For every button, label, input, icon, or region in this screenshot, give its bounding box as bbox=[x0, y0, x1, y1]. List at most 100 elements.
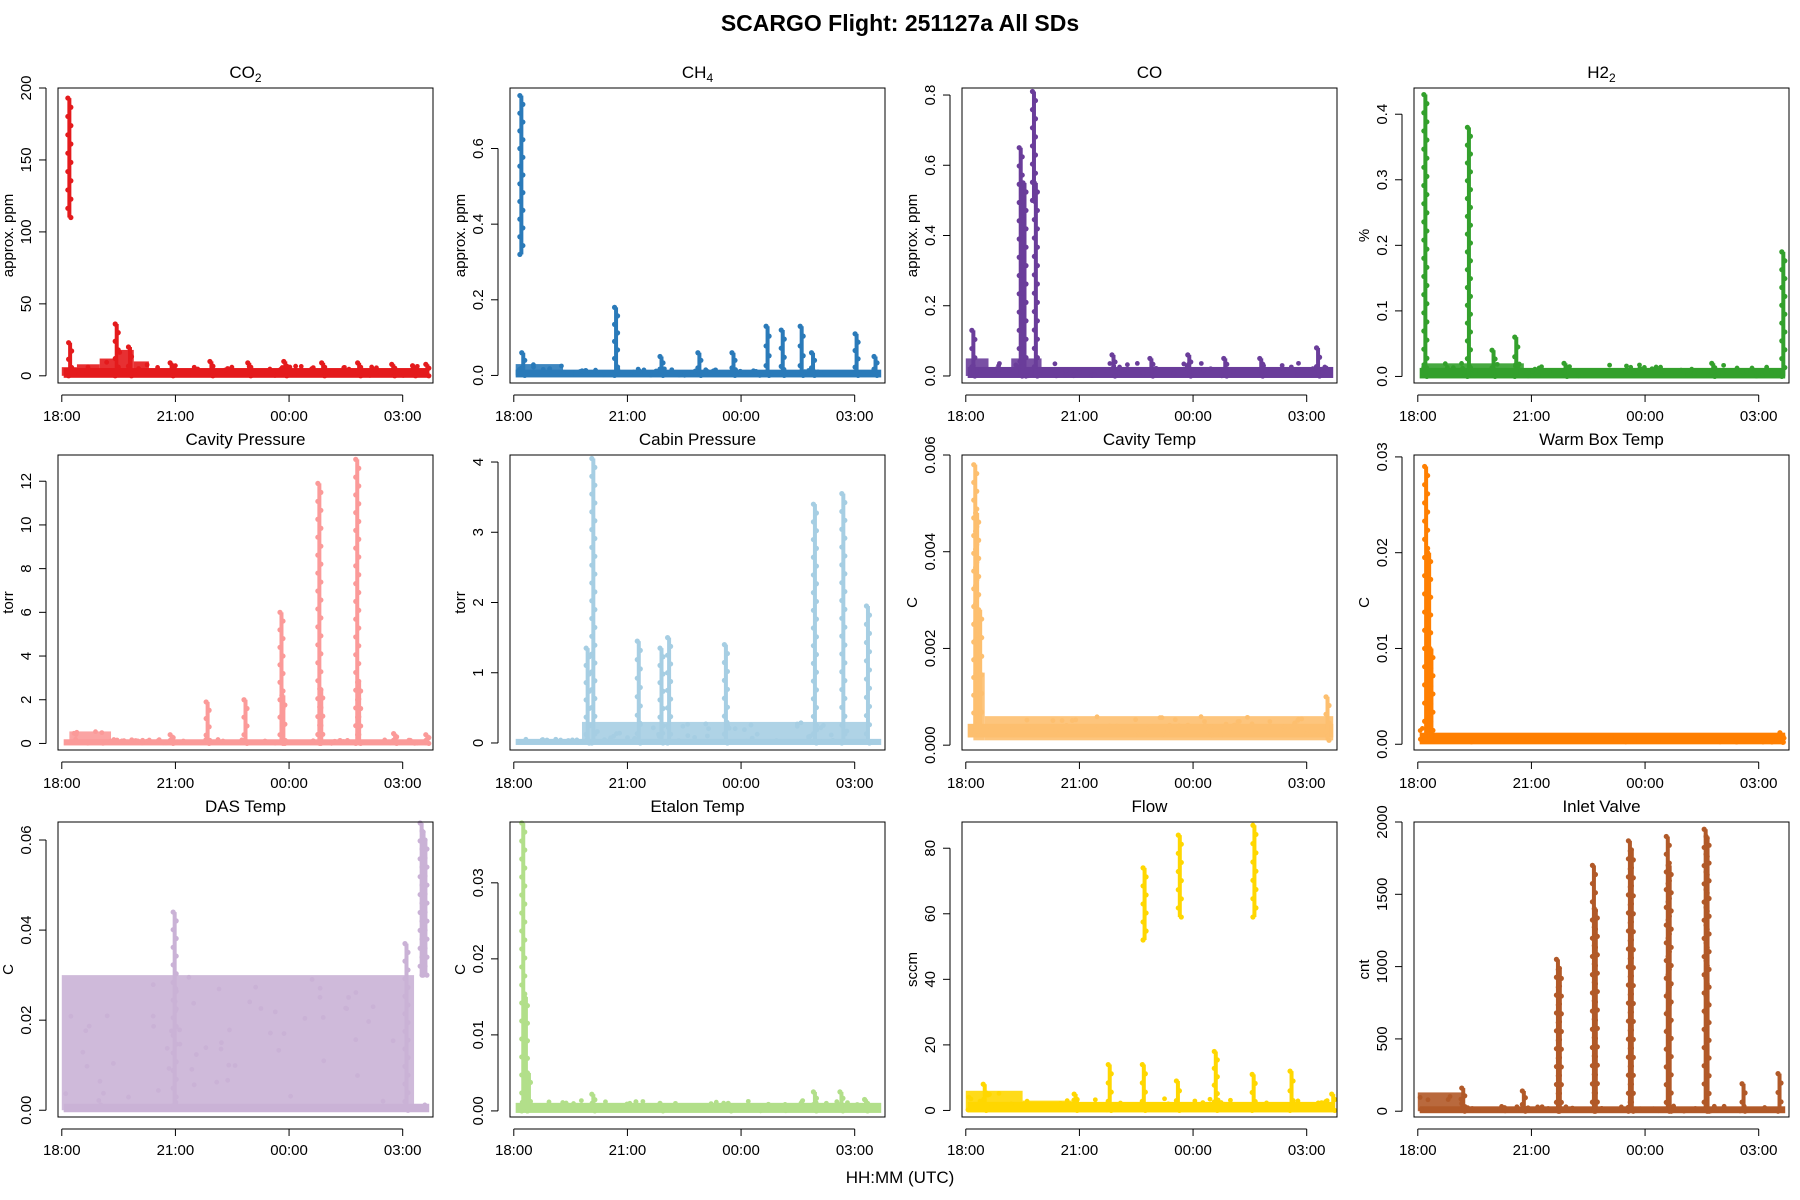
data-point bbox=[521, 1064, 528, 1070]
data-point bbox=[1316, 354, 1323, 360]
data-point bbox=[1064, 1098, 1070, 1104]
data-point bbox=[1632, 738, 1637, 744]
data-point bbox=[781, 372, 787, 379]
data-point bbox=[334, 739, 340, 745]
data-point bbox=[589, 615, 595, 622]
data-point bbox=[807, 739, 813, 745]
data-point bbox=[863, 603, 870, 609]
data-point bbox=[1589, 935, 1596, 941]
data-point bbox=[1150, 361, 1156, 367]
y-tick-label: 500 bbox=[1374, 1026, 1391, 1051]
data-point bbox=[1589, 972, 1596, 978]
data-point bbox=[611, 304, 618, 310]
data-point bbox=[660, 723, 666, 729]
data-point bbox=[69, 348, 75, 354]
data-point bbox=[1421, 182, 1427, 189]
data-point bbox=[519, 1036, 525, 1042]
data-point bbox=[1779, 284, 1785, 291]
data-point bbox=[521, 1099, 528, 1105]
data-point bbox=[1522, 1095, 1528, 1101]
data-point bbox=[1467, 258, 1474, 264]
data-point bbox=[356, 554, 362, 560]
data-point bbox=[1419, 726, 1425, 731]
data-point bbox=[65, 187, 71, 193]
data-point bbox=[164, 1045, 170, 1051]
data-point bbox=[343, 1005, 349, 1011]
data-point bbox=[1425, 692, 1431, 698]
data-point bbox=[749, 370, 755, 376]
data-point bbox=[189, 1066, 195, 1072]
data-point bbox=[86, 1023, 92, 1029]
data-point bbox=[1591, 1090, 1597, 1096]
data-point bbox=[1425, 621, 1431, 627]
data-point bbox=[195, 366, 201, 372]
data-point bbox=[280, 618, 286, 624]
data-point bbox=[839, 633, 845, 639]
data-point bbox=[129, 737, 135, 743]
data-point bbox=[973, 691, 979, 697]
data-point bbox=[1711, 1103, 1717, 1109]
data-point bbox=[976, 662, 982, 669]
data-point bbox=[980, 1081, 986, 1087]
data-point bbox=[657, 645, 663, 651]
data-point bbox=[417, 927, 423, 933]
data-point bbox=[177, 1027, 182, 1033]
data-point bbox=[763, 363, 769, 369]
data-point bbox=[996, 367, 1002, 372]
data-point bbox=[766, 353, 772, 359]
data-point bbox=[704, 733, 710, 739]
data-point bbox=[1089, 373, 1095, 379]
data-point bbox=[519, 838, 525, 844]
data-point bbox=[122, 371, 127, 377]
data-point bbox=[1594, 1007, 1600, 1013]
panel-title: Flow bbox=[1132, 797, 1169, 816]
data-point bbox=[839, 562, 845, 568]
data-point bbox=[1591, 1108, 1597, 1114]
data-point bbox=[1668, 1090, 1674, 1096]
data-point bbox=[592, 660, 598, 666]
data-point bbox=[1467, 293, 1474, 299]
data-point bbox=[1553, 1028, 1560, 1034]
data-point bbox=[144, 362, 150, 368]
data-point bbox=[1016, 327, 1022, 333]
data-point bbox=[1071, 1102, 1077, 1108]
data-point bbox=[1108, 1107, 1114, 1114]
data-point bbox=[592, 553, 598, 559]
y-tick-label: 40 bbox=[922, 971, 939, 988]
data-point bbox=[356, 660, 362, 667]
data-point bbox=[1249, 1107, 1255, 1114]
data-point bbox=[1709, 360, 1715, 366]
data-point bbox=[657, 697, 663, 703]
data-point bbox=[1627, 1027, 1633, 1034]
data-point bbox=[1071, 1091, 1077, 1097]
data-point bbox=[1668, 1035, 1674, 1041]
data-point bbox=[1663, 957, 1669, 964]
data-point bbox=[579, 368, 585, 374]
data-point bbox=[1494, 361, 1500, 367]
data-point bbox=[1105, 1098, 1111, 1104]
data-point bbox=[517, 181, 523, 187]
data-point bbox=[797, 343, 803, 349]
data-point bbox=[1701, 844, 1707, 851]
data-point bbox=[1425, 585, 1431, 591]
data-point bbox=[1034, 189, 1040, 195]
data-point bbox=[1539, 1104, 1545, 1110]
data-point bbox=[163, 740, 169, 746]
data-point bbox=[1630, 965, 1636, 971]
data-point bbox=[593, 367, 598, 373]
data-point bbox=[1425, 656, 1431, 663]
data-point bbox=[315, 534, 321, 540]
data-point bbox=[1764, 364, 1770, 370]
data-point bbox=[1034, 226, 1040, 232]
data-point bbox=[721, 1100, 727, 1106]
data-point bbox=[763, 343, 769, 349]
data-point bbox=[592, 642, 598, 648]
data-point bbox=[1120, 728, 1125, 733]
data-point bbox=[1009, 1105, 1015, 1111]
data-point bbox=[1421, 255, 1427, 261]
data-point bbox=[1762, 1105, 1768, 1110]
data-point bbox=[1259, 1102, 1264, 1108]
data-point bbox=[1139, 1098, 1145, 1104]
